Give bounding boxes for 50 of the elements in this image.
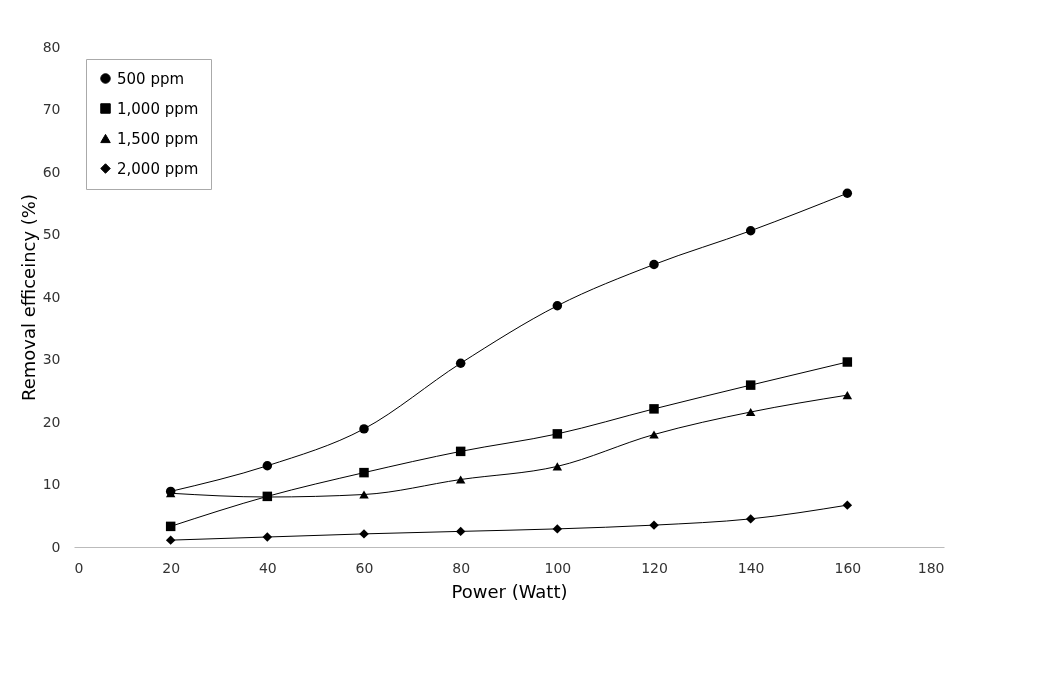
- point: [455, 526, 466, 537]
- x-tick-label: 160: [834, 559, 862, 576]
- point: [359, 424, 369, 434]
- point: [552, 429, 563, 439]
- x-axis-title: Power (Watt): [451, 580, 568, 602]
- point: [455, 475, 466, 484]
- legend-label: 500 ppm: [117, 69, 185, 88]
- point: [842, 391, 853, 400]
- y-tick-label: 30: [42, 351, 61, 367]
- point: [745, 514, 756, 524]
- y-tick-label: 80: [42, 38, 61, 55]
- y-tick-label: 20: [42, 413, 61, 430]
- x-tick-label: 120: [641, 559, 668, 576]
- x-tick-label: 180: [917, 559, 945, 576]
- point: [649, 430, 659, 439]
- point: [842, 500, 853, 510]
- legend-label: 1,000 ppm: [117, 99, 199, 118]
- y-tick-label: 50: [42, 226, 61, 242]
- point: [262, 532, 273, 542]
- y-tick-label: 10: [42, 476, 61, 492]
- point: [649, 404, 659, 414]
- x-tick-label: 140: [737, 559, 765, 576]
- x-tick-label: 60: [355, 559, 374, 576]
- point: [552, 524, 563, 534]
- y-tick-label: 60: [42, 163, 61, 180]
- point: [842, 188, 853, 198]
- point: [745, 380, 756, 390]
- point: [552, 301, 563, 311]
- legend-label: 2,000 ppm: [117, 159, 199, 178]
- x-tick-label: 100: [544, 559, 572, 576]
- point: [359, 490, 369, 499]
- point: [165, 521, 176, 532]
- point: [745, 407, 756, 417]
- y-tick-label: 70: [42, 101, 61, 117]
- point: [745, 226, 756, 236]
- x-tick-label: 80: [452, 559, 471, 576]
- point: [455, 446, 466, 457]
- point: [649, 259, 659, 270]
- x-tick-label: 0: [74, 559, 84, 576]
- legend-label: 1,500 ppm: [117, 129, 199, 148]
- x-tick-label: 40: [258, 559, 277, 576]
- point: [262, 461, 273, 471]
- y-tick-label: 40: [42, 288, 61, 305]
- point: [359, 467, 369, 478]
- point: [455, 358, 466, 368]
- x-tick-label: 20: [162, 559, 181, 576]
- y-axis-title: Removal efficeincy (%): [17, 194, 39, 401]
- point: [165, 535, 176, 545]
- point: [842, 357, 853, 367]
- y-tick-label: 0: [51, 538, 61, 555]
